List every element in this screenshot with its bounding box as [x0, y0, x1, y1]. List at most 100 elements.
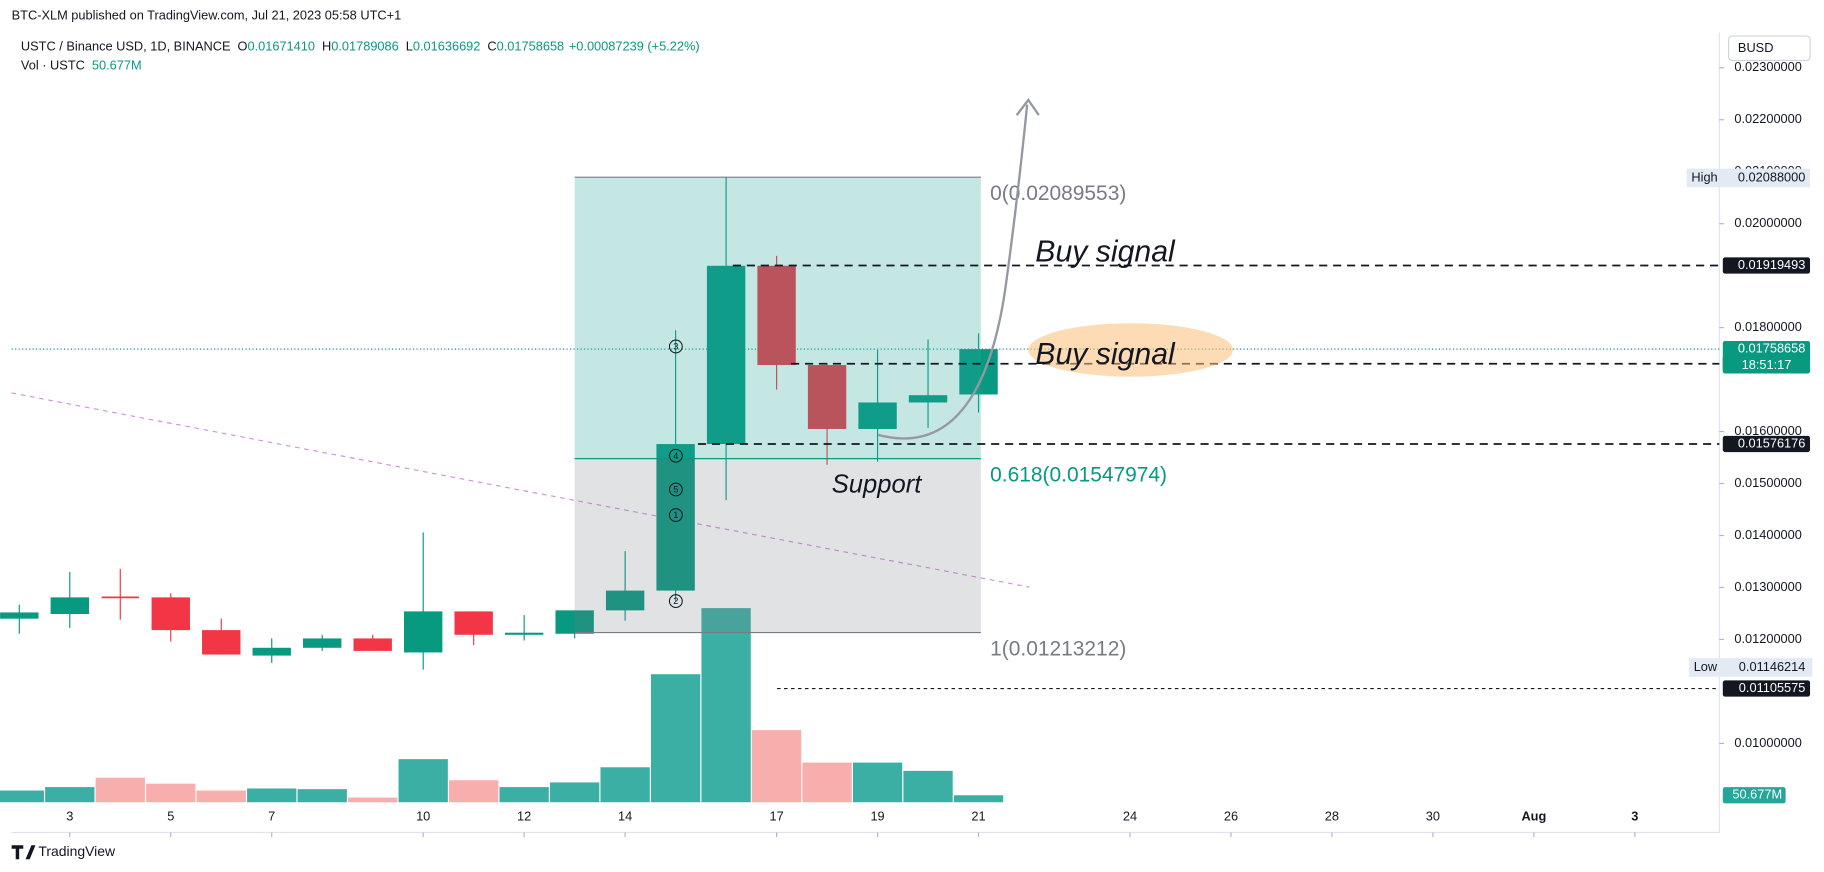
- volume-bar: [600, 767, 650, 803]
- y-tick-label: 0.02000000: [1734, 215, 1802, 230]
- x-tick-label: 24: [1123, 809, 1137, 824]
- highlight: [1028, 323, 1234, 377]
- x-tick-label: 10: [416, 809, 430, 824]
- y-tick-label: 0.01200000: [1734, 631, 1802, 646]
- annotation: Buy signal: [1035, 235, 1176, 268]
- legend-key: L: [406, 39, 413, 54]
- volume-bar: [95, 777, 145, 803]
- wave-mark: 3: [673, 342, 678, 352]
- countdown-label: 18:51:17: [1742, 357, 1792, 372]
- projection-arrow: [877, 104, 1029, 440]
- level-price-label: 0.01576176: [1738, 435, 1806, 450]
- candle-body: [303, 638, 342, 648]
- volume-price-box: [1722, 787, 1786, 804]
- wave-mark: 4: [673, 451, 678, 461]
- candle-body: [403, 611, 443, 653]
- level-price-label: 0.01919493: [1738, 257, 1806, 272]
- fib-label: 0.618(0.01547974): [990, 464, 1167, 487]
- volume-bar: [398, 759, 448, 803]
- candle-body: [202, 630, 241, 655]
- last-price-box: [1722, 340, 1811, 374]
- legend-change: +0.00087239 (+5.22%): [569, 39, 700, 54]
- candle-body: [757, 265, 796, 366]
- level-price-box: [1722, 435, 1811, 453]
- legend-value: 0.01758658: [497, 39, 565, 54]
- y-tick-label: 0.01800000: [1734, 319, 1802, 334]
- candle-body: [656, 444, 695, 591]
- candle-body: [858, 402, 897, 429]
- footer-brand: TradingView: [38, 843, 116, 859]
- x-tick-label: 19: [870, 809, 884, 824]
- wave-circle: [668, 508, 683, 522]
- candle-body: [252, 647, 291, 656]
- wave-circle: [668, 448, 683, 463]
- candle-body: [50, 597, 89, 614]
- fib-label: 0(0.02089553): [990, 182, 1126, 205]
- y-tick-label: 0.01300000: [1734, 579, 1802, 594]
- candle-body: [807, 365, 847, 429]
- extreme-box: [1686, 168, 1811, 188]
- volume-bar: [650, 674, 701, 803]
- wave-mark: 2: [673, 596, 678, 606]
- annotation: Buy signal: [1035, 338, 1176, 371]
- wave-circle: [668, 482, 683, 497]
- currency-label[interactable]: BUSD: [1738, 40, 1774, 55]
- extreme-value: 0.01146214: [1739, 659, 1806, 674]
- x-tick-label: 14: [618, 809, 632, 824]
- extreme-key: Low: [1694, 659, 1718, 674]
- x-tick-label: Aug: [1521, 809, 1546, 824]
- y-tick-label: 0.01600000: [1734, 423, 1802, 438]
- legend-value: 0.01789086: [331, 39, 399, 54]
- candle-body: [504, 632, 544, 635]
- y-tick-label: 0.01000000: [1734, 735, 1802, 750]
- x-tick-label: 3: [1631, 809, 1638, 824]
- projection-arrow-head: [1015, 98, 1040, 116]
- candle-body: [0, 612, 39, 619]
- legend-value: 0.01636692: [413, 39, 481, 54]
- volume-value: 50.677M: [92, 58, 142, 73]
- x-tick-label: 17: [769, 809, 783, 824]
- x-tick-label: 7: [268, 809, 275, 824]
- wave-mark: 5: [673, 485, 678, 495]
- fib-label: 1(0.01213212): [990, 638, 1126, 661]
- candle-body: [353, 638, 392, 651]
- legend-key: O: [238, 39, 248, 54]
- volume-bar: [0, 790, 44, 803]
- extreme-value: 0.02088000: [1738, 169, 1806, 184]
- legend-key: C: [487, 39, 496, 54]
- volume-bar: [297, 789, 347, 803]
- y-tick-label: 0.01500000: [1734, 475, 1802, 490]
- candle-body: [908, 395, 948, 403]
- extreme-box: [1689, 658, 1813, 677]
- currency-button[interactable]: [1728, 35, 1811, 62]
- published-line: BTC-XLM published on TradingView.com, Ju…: [12, 8, 402, 23]
- volume-bar: [45, 787, 95, 803]
- y-tick-label: 0.02200000: [1734, 111, 1802, 126]
- volume-bar: [903, 770, 953, 803]
- x-tick-label: 5: [167, 809, 174, 824]
- candle-body: [706, 265, 746, 445]
- level-price-box: [1722, 680, 1811, 697]
- fib-zone-upper: [574, 177, 981, 459]
- volume-bar: [449, 780, 499, 803]
- x-tick-label: 3: [66, 809, 73, 824]
- wave-circle: [668, 594, 683, 609]
- footer-logo: [11, 845, 36, 860]
- x-tick-label: 12: [517, 809, 531, 824]
- candle-body: [605, 590, 645, 611]
- level-price-label: 0.01105575: [1739, 680, 1806, 695]
- wave-circle: [668, 339, 683, 354]
- candle-body: [454, 611, 493, 635]
- volume-bar: [499, 787, 549, 803]
- legend-value: 0.01671410: [247, 39, 315, 54]
- volume-bar: [701, 608, 751, 803]
- last-price-label: 0.01758658: [1738, 340, 1806, 355]
- x-tick-label: 21: [971, 809, 985, 824]
- y-tick-label: 0.02300000: [1734, 59, 1802, 74]
- volume-bar: [549, 782, 600, 803]
- legend-line: USTC / Binance USD, 1D, BINANCE O0.016714…: [21, 39, 700, 54]
- x-tick-label: 30: [1426, 809, 1440, 824]
